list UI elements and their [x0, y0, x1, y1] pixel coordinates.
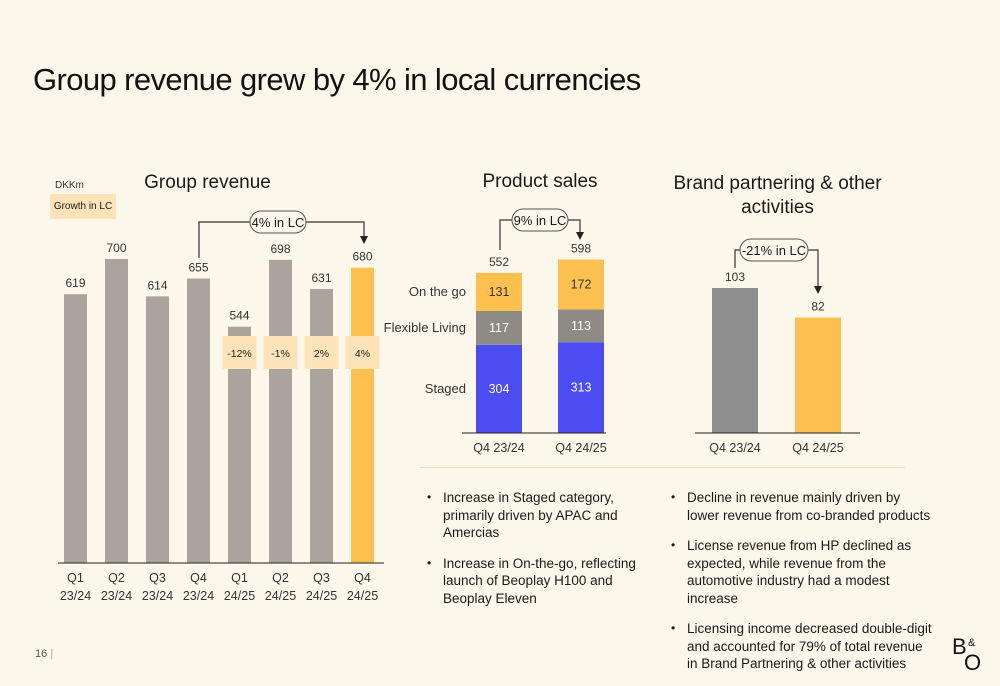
series-label: On the go [409, 284, 466, 299]
segment-value: 313 [571, 381, 592, 395]
growth-pill [249, 210, 307, 234]
quarter-label: Q2 [108, 571, 125, 585]
bp-bullets: Decline in revenue mainly driven by lowe… [669, 489, 934, 686]
revenue-value-label: 619 [65, 276, 85, 290]
bullet-item: License revenue from HP declined as expe… [669, 537, 934, 607]
bp-value-label: 82 [811, 300, 825, 314]
category-label: Q4 24/25 [555, 441, 606, 455]
quarter-label: Q3 [313, 571, 330, 585]
unit-label: DKKm [55, 180, 84, 191]
revenue-value-label: 544 [229, 309, 249, 323]
growth-box [345, 336, 380, 369]
growth-value: -1% [271, 348, 290, 360]
segment-value: 113 [571, 319, 591, 333]
bp-bar [795, 317, 841, 433]
year-label: 23/24 [183, 589, 214, 603]
stack-segment [558, 342, 604, 433]
quarter-label: Q1 [67, 571, 84, 585]
year-label: 23/24 [101, 589, 132, 603]
svg-text:O: O [964, 650, 981, 672]
bp-growth-pill-text: -21% in LC [742, 243, 806, 258]
revenue-bar [269, 259, 292, 563]
revenue-bar [146, 296, 169, 563]
growth-box [222, 336, 257, 369]
segment-value: 172 [571, 278, 592, 292]
segment-value: 131 [489, 285, 510, 299]
page-title: Group revenue grew by 4% in local curren… [33, 62, 641, 97]
svg-text:B: B [952, 634, 967, 659]
ps-growth-pill [511, 208, 569, 232]
quarter-label: Q1 [231, 571, 248, 585]
stack-segment [558, 259, 604, 310]
growth-value: -12% [227, 348, 252, 360]
bullet-item: Decline in revenue mainly driven by lowe… [669, 489, 934, 524]
page-number-value: 16 [35, 648, 48, 660]
page-separator: | [50, 648, 54, 660]
revenue-bar [105, 259, 128, 563]
total-value-label: 552 [489, 255, 509, 269]
series-label: Staged [425, 381, 466, 396]
ps-bracket-arrow [576, 232, 584, 240]
year-label: 24/25 [265, 589, 296, 603]
segment-value: 304 [489, 382, 510, 396]
growth-pill-text: 4% in LC [252, 215, 305, 230]
stack-segment [476, 344, 522, 433]
growth-legend: Growth in LC [50, 194, 116, 219]
segment-value: 117 [489, 321, 509, 335]
ps-growth-pill-text: 9% in LC [514, 213, 567, 228]
revenue-value-label: 614 [147, 278, 167, 292]
growth-value: 2% [314, 348, 329, 360]
revenue-bar [64, 294, 87, 563]
bp-value-label: 103 [725, 270, 745, 284]
group-revenue-title: Group revenue [144, 172, 271, 193]
year-label: 24/25 [347, 589, 378, 603]
bp-title-line2: activities [741, 197, 814, 218]
series-label: Flexible Living [384, 320, 466, 335]
category-label: Q4 23/24 [473, 441, 524, 455]
revenue-bar [228, 326, 251, 563]
bullet-item: Licensing income decreased double-digit … [669, 620, 934, 673]
bullet-item: Increase in Staged category, primarily d… [425, 489, 645, 542]
brand-partnering-title: Brand partnering & other activities [660, 172, 895, 220]
bp-bar [712, 288, 758, 433]
quarter-label: Q3 [149, 571, 166, 585]
section-divider [420, 467, 905, 468]
growth-box [263, 336, 298, 369]
bp-growth-pill [739, 238, 809, 262]
bp-title-line1: Brand partnering & other [673, 173, 882, 194]
quarter-label: Q4 [190, 571, 207, 585]
revenue-value-label: 680 [352, 250, 372, 264]
year-label: 24/25 [224, 589, 255, 603]
product-sales-title: Product sales [482, 171, 598, 192]
bp-category-label: Q4 24/25 [792, 441, 843, 455]
quarter-label: Q2 [272, 571, 289, 585]
total-value-label: 598 [571, 242, 591, 256]
revenue-value-label: 631 [311, 271, 331, 285]
revenue-value-label: 698 [270, 242, 290, 256]
bracket-arrow [360, 236, 368, 244]
bp-category-label: Q4 23/24 [709, 441, 760, 455]
growth-value: 4% [355, 348, 370, 360]
year-label: 24/25 [306, 589, 337, 603]
stack-segment [558, 309, 604, 343]
revenue-bar [187, 278, 210, 563]
year-label: 23/24 [142, 589, 173, 603]
bo-logo: B & O [952, 634, 981, 672]
quarter-label: Q4 [354, 571, 371, 585]
stack-segment [476, 272, 522, 311]
product-bullets: Increase in Staged category, primarily d… [425, 489, 645, 620]
revenue-value-label: 655 [188, 261, 208, 275]
page-number: 16 | [35, 648, 53, 660]
bullet-item: Increase in On-the-go, reflecting launch… [425, 555, 645, 608]
growth-box [304, 336, 339, 369]
svg-text:&: & [968, 637, 976, 649]
stack-segment [476, 310, 522, 345]
bp-bracket-arrow [814, 286, 822, 294]
year-label: 23/24 [60, 589, 91, 603]
revenue-value-label: 700 [106, 241, 126, 255]
